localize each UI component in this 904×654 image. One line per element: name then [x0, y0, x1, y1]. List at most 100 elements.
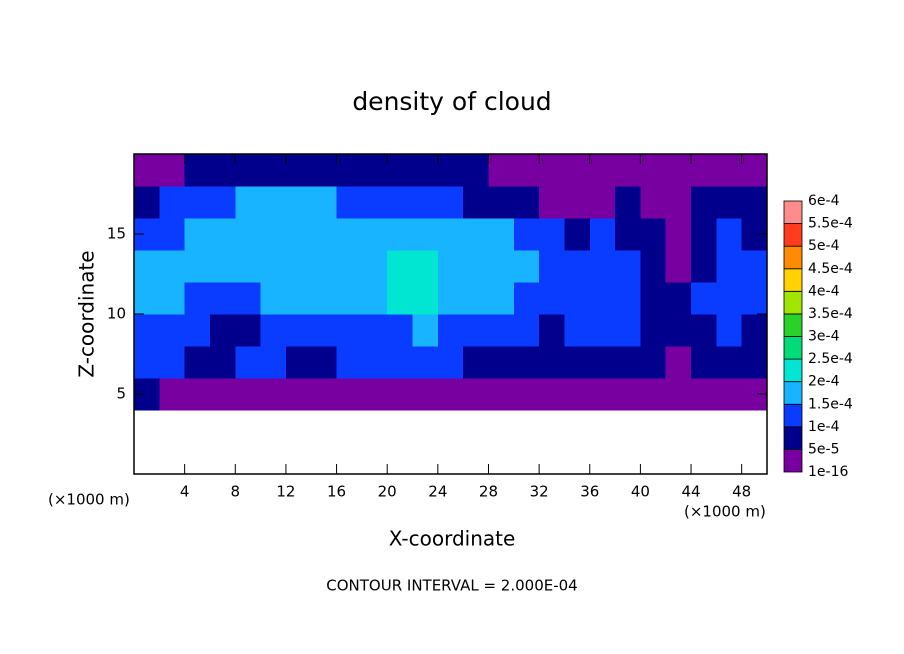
contour-cell [437, 154, 464, 187]
x-unit-label: (×1000 m) [684, 503, 766, 521]
colorbar-box [783, 290, 803, 315]
contour-cell [741, 154, 768, 187]
contour-cell [615, 154, 641, 187]
contour-cell [437, 378, 464, 411]
contour-cell [235, 346, 262, 379]
contour-cell [159, 282, 186, 315]
colorbar-label: 6e-4 [808, 193, 840, 209]
contour-cell [615, 250, 641, 283]
contour-cell [387, 250, 414, 283]
contour-cell [741, 250, 768, 283]
contour-cell [615, 346, 641, 379]
contour-cell [209, 346, 236, 379]
contour-cell [311, 186, 338, 219]
contour-cell [463, 154, 489, 187]
contour-cell [336, 250, 363, 283]
colorbar-box [783, 313, 803, 337]
contour-cell [513, 346, 540, 379]
contour-cell [463, 250, 489, 283]
contour-cell [716, 282, 743, 315]
colorbar-label: 4.5e-4 [808, 261, 853, 277]
contour-cell [564, 250, 591, 283]
contour-cell [387, 282, 414, 315]
contour-cell [513, 250, 540, 283]
contour-cell [361, 154, 388, 187]
contour-cell [539, 154, 565, 187]
contour-cell [361, 186, 388, 219]
contour-cell [412, 282, 439, 315]
contour-cell [134, 282, 160, 315]
contour-cell [564, 186, 591, 219]
contour-cell [691, 154, 717, 187]
contour-cell [336, 346, 363, 379]
contour-cell [412, 154, 439, 187]
colorbar-box [783, 449, 803, 473]
contour-cell [539, 346, 565, 379]
contour-cell [209, 282, 236, 315]
contour-cell [665, 314, 692, 347]
contour-cell [539, 282, 565, 315]
contour-cell [564, 218, 591, 251]
contour-cell [336, 282, 363, 315]
contour-cell [361, 282, 388, 315]
x-tick-label: 48 [732, 483, 751, 501]
contour-cell [260, 314, 287, 347]
colorbar-label: 1e-4 [808, 419, 840, 435]
contour-cell [665, 378, 692, 411]
contour-cell [564, 378, 591, 411]
contour-cell [437, 282, 464, 315]
colorbar-label: 2.5e-4 [808, 351, 853, 367]
contour-cell [716, 218, 743, 251]
contour-cell [361, 218, 388, 251]
contour-cell [589, 250, 616, 283]
contour-cell [260, 282, 287, 315]
contour-cell [285, 346, 312, 379]
colorbar-label: 3.5e-4 [808, 306, 853, 322]
footer-note: CONTOUR INTERVAL = 2.000E-04 [326, 577, 577, 595]
contour-cell [412, 378, 439, 411]
contour-cell [209, 250, 236, 283]
x-tick-label: 24 [428, 483, 447, 501]
contour-cell [615, 314, 641, 347]
contour-cell [235, 282, 262, 315]
contour-cell [285, 154, 312, 187]
contour-cell [260, 154, 287, 187]
contour-cell [665, 346, 692, 379]
contour-cell [311, 154, 338, 187]
x-tick-label: 4 [180, 483, 190, 501]
x-unit-label: (×1000 m) [48, 491, 130, 509]
contour-cell [387, 186, 414, 219]
contour-cell [716, 378, 743, 411]
contour-cell [716, 250, 743, 283]
contour-cell [361, 250, 388, 283]
contour-cell [184, 282, 211, 315]
contour-cell [691, 314, 717, 347]
x-tick-label: 44 [681, 483, 700, 501]
contour-cell [184, 250, 211, 283]
contour-cell [716, 154, 743, 187]
contour-cell [387, 154, 414, 187]
contour-cell [741, 346, 768, 379]
contour-cell [564, 154, 591, 187]
contour-cell [311, 282, 338, 315]
contour-cell [235, 250, 262, 283]
contour-cell [640, 314, 667, 347]
contour-cell [159, 218, 186, 251]
contour-cell [311, 314, 338, 347]
contour-cell [539, 250, 565, 283]
contour-cell [437, 250, 464, 283]
contour-cell [665, 186, 692, 219]
contour-cell [691, 218, 717, 251]
contour-cell [311, 250, 338, 283]
contour-cell [437, 218, 464, 251]
contour-cell [539, 378, 565, 411]
contour-cell [564, 282, 591, 315]
contour-cell [488, 154, 515, 187]
contour-cell [488, 346, 515, 379]
contour-cell [412, 346, 439, 379]
contour-cell [463, 378, 489, 411]
contour-cell [437, 186, 464, 219]
colorbar-box [783, 403, 803, 428]
contour-cell [387, 314, 414, 347]
chart-title: density of cloud [352, 87, 551, 116]
